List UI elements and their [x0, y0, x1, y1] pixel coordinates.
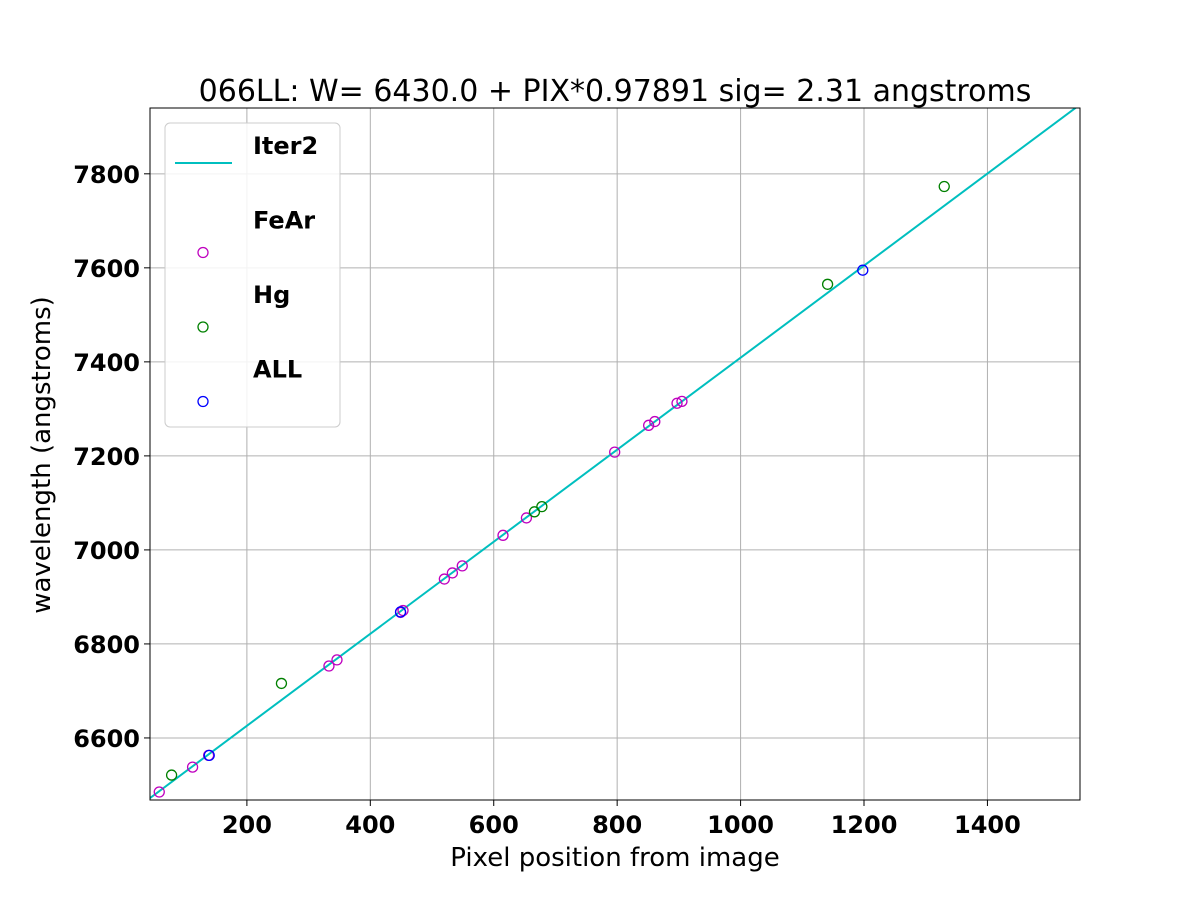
data-point-hg — [938, 180, 950, 193]
x-tick-label: 1000 — [707, 811, 774, 839]
data-point-hg — [528, 506, 541, 518]
data-point-fear — [520, 512, 533, 524]
axis-ticks: 200 400 600 800 1000 1200 1400 6600 6800 7000 7200… — [73, 161, 1021, 839]
data-point-fear — [397, 604, 409, 617]
data-point-fear — [186, 761, 199, 773]
chart-title: 066LL: W= 6430.0 + PIX*0.97891 sig= 2.31… — [199, 74, 1032, 109]
fit-line-iter2 — [150, 108, 1078, 799]
y-tick-label: 7400 — [73, 349, 140, 377]
data-point-all — [203, 749, 215, 761]
data-point-fear — [497, 529, 509, 541]
data-point-fear — [438, 573, 451, 585]
y-tick-label: 7000 — [73, 537, 140, 565]
x-tick-label: 400 — [345, 811, 395, 839]
data-point-fear — [323, 660, 335, 672]
data-point-hg — [275, 677, 288, 690]
data-point-hg — [536, 501, 548, 513]
legend-box — [164, 122, 341, 428]
x-axis-label: Pixel position from image — [450, 843, 779, 873]
data-point-hg — [821, 278, 834, 290]
data-point-fear — [642, 419, 655, 431]
data-point-fear — [676, 395, 688, 407]
data-point-fear — [331, 654, 343, 666]
legend-marker-symbol — [197, 395, 209, 408]
data-point-all — [857, 264, 869, 276]
data-point-fear — [671, 397, 683, 409]
plot-area — [150, 108, 1078, 799]
legend: Iter2 FeAr Hg ALL — [164, 122, 341, 428]
x-tick-label: 600 — [469, 811, 519, 839]
legend-label: FeAr — [253, 207, 315, 235]
data-point-fear — [153, 786, 165, 798]
x-tick-label: 800 — [592, 811, 642, 839]
x-tick-label: 1400 — [954, 811, 1021, 839]
x-tick-label: 1200 — [831, 811, 898, 839]
y-tick-label: 7200 — [73, 443, 140, 471]
x-tick-label: 200 — [222, 811, 272, 839]
data-point-fear — [456, 560, 468, 572]
legend-marker-symbol — [197, 246, 209, 259]
data-point-all — [394, 606, 407, 618]
y-tick-label: 6600 — [73, 725, 140, 753]
plot-frame — [149, 107, 1081, 801]
data-point-fear — [609, 446, 621, 458]
legend-label: Hg — [253, 281, 290, 309]
y-tick-label: 7600 — [73, 255, 140, 283]
y-tick-label: 6800 — [73, 631, 140, 659]
legend-label: ALL — [253, 356, 302, 384]
legend-label: Iter2 — [253, 132, 318, 160]
legend-marker-symbol — [197, 321, 209, 333]
y-axis-label: wavelength (angstroms) — [27, 296, 57, 614]
data-point-fear — [446, 567, 459, 579]
data-point-fear — [649, 415, 661, 428]
data-point-hg — [165, 769, 178, 781]
y-tick-label: 7800 — [73, 161, 140, 189]
